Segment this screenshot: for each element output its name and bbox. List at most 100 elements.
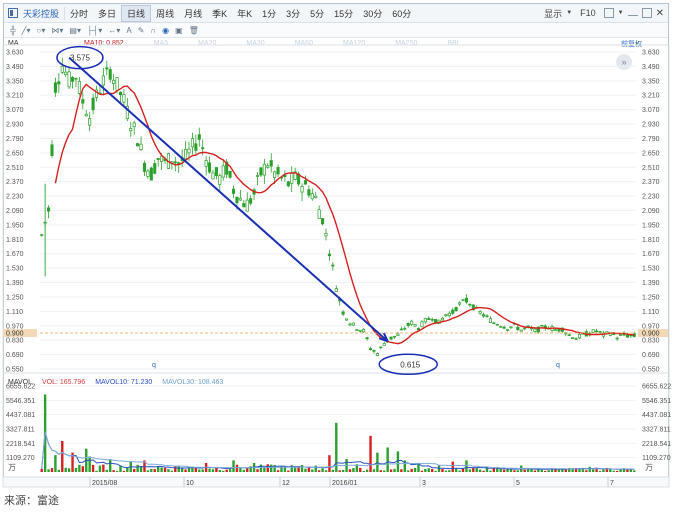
candle-body (495, 324, 499, 326)
volume-bar (413, 467, 417, 472)
faded-ma-label[interactable]: MA120 (343, 40, 366, 47)
price-tick-left: 0.550 (6, 367, 24, 374)
volume-bar (109, 459, 112, 472)
delete-tool-icon[interactable]: 🗑 (188, 25, 199, 35)
volume-bar (461, 468, 465, 472)
chevron-down-icon[interactable]: ▼ (617, 10, 624, 16)
eye-tool-icon[interactable]: ◉ (162, 25, 170, 35)
volume-bar (211, 469, 215, 472)
volume-bar (605, 467, 609, 472)
volume-bar (156, 466, 160, 472)
candle-body (74, 78, 78, 80)
period-tab[interactable]: 15分 (334, 8, 354, 19)
volume-bar (591, 469, 595, 472)
period-tab[interactable]: 3分 (286, 8, 301, 19)
window-mode-icon[interactable] (603, 8, 614, 18)
price-tick-left: 1.810 (6, 237, 24, 244)
period-tab[interactable]: 30分 (363, 8, 383, 19)
shape-tool-icon[interactable]: ○▾ (36, 25, 46, 35)
volume-bar (115, 470, 119, 472)
price-tick-left: 3.350 (6, 78, 24, 85)
text-tool-icon[interactable]: A (126, 25, 132, 35)
volume-bar (235, 464, 239, 472)
crosshair-icon[interactable]: ╬ (10, 25, 16, 35)
price-tick-right: 1.390 (642, 280, 660, 287)
stock-name[interactable]: 天彩控股 (21, 6, 66, 20)
current-price-left: 0.900 (6, 330, 24, 337)
volume-bar (362, 470, 365, 472)
fib-tool-icon[interactable]: ⋈▾ (51, 25, 64, 35)
candle-body (488, 318, 492, 323)
volume-bar (424, 468, 427, 472)
lock-tool-icon[interactable]: ▣ (175, 25, 183, 35)
volume-bar (249, 466, 252, 472)
volume-bar (598, 470, 602, 472)
faded-ma-label[interactable]: MA5 (153, 40, 169, 47)
period-tab[interactable]: 周线 (156, 8, 175, 19)
candle-body (101, 75, 105, 86)
maximize-icon[interactable] (641, 8, 652, 18)
mavol30-value: MAVOL30: 108.463 (162, 379, 224, 386)
candle-body (235, 196, 239, 204)
chevron-down-icon[interactable]: ▼ (566, 10, 573, 16)
candle-body (77, 81, 81, 94)
sidebar-toggle-icon[interactable] (8, 8, 18, 18)
faded-ma-label[interactable]: MA60 (294, 40, 313, 47)
ma10-line (54, 83, 635, 345)
period-tab[interactable]: 季K (212, 8, 228, 19)
candle-body (290, 172, 294, 184)
period-tab[interactable]: 年K (237, 8, 253, 19)
ma-label[interactable]: MA (8, 40, 19, 47)
period-tool-icon[interactable]: ▤▾ (69, 25, 81, 35)
minimize-icon[interactable] (627, 10, 638, 16)
volume-bar (331, 469, 335, 472)
display-menu[interactable]: 显示 (544, 8, 563, 19)
price-tick-right: 1.670 (642, 251, 660, 258)
period-tab[interactable]: 月线 (184, 8, 203, 19)
candle-body (430, 319, 434, 321)
volume-bar (615, 470, 619, 472)
price-volume-chart[interactable]: 3.630 3.630 3.490 3.490 3.350 3.350 3.210 3.210… (0, 0, 673, 490)
period-tab[interactable]: 1分 (262, 8, 277, 19)
close-icon[interactable]: ✕ (655, 7, 664, 19)
volume-bar (550, 468, 554, 472)
volume-bar (256, 469, 259, 472)
candle-body (300, 186, 304, 193)
candle-body (427, 318, 431, 320)
brush-tool-icon[interactable]: ✎ (137, 25, 145, 35)
x-tick-label: 5 (516, 480, 520, 487)
f10-button[interactable]: F10 (580, 8, 596, 18)
arrow-tool-icon[interactable]: ←▾ (108, 25, 121, 35)
faded-ma-label[interactable]: BBI (447, 40, 459, 47)
candle-body (434, 318, 438, 323)
period-tab[interactable]: 5分 (310, 8, 325, 19)
volume-bar (633, 470, 636, 472)
period-tab[interactable]: 多日 (98, 8, 117, 19)
magnet-tool-icon[interactable]: ∩ (150, 25, 157, 35)
period-tab[interactable]: 日线 (121, 4, 152, 22)
line-tool-icon[interactable]: ╱▾ (21, 25, 31, 35)
price-tick-right: 3.490 (642, 64, 660, 71)
volume-tick-left: 3327.811 (6, 427, 35, 434)
volume-bar (119, 465, 122, 472)
volume-bar (126, 467, 129, 472)
measure-tool-icon[interactable]: ├┤▾ (86, 25, 103, 35)
faded-ma-label[interactable]: MA30 (246, 40, 265, 47)
candle-body (571, 337, 575, 339)
faded-ma-label[interactable]: MA250 (395, 40, 418, 47)
adjust-toggle[interactable]: 前复权 (621, 40, 642, 48)
period-tab[interactable]: 60分 (392, 8, 412, 19)
period-tab[interactable]: 分时 (70, 8, 89, 19)
volume-bar (50, 468, 54, 472)
price-tick-right: 1.250 (642, 294, 660, 301)
volume-bar (160, 467, 163, 472)
volume-bar (246, 467, 249, 472)
volume-bar (478, 469, 482, 472)
price-tick-left: 2.510 (6, 165, 24, 172)
price-tick-left: 0.830 (6, 338, 24, 345)
price-tick-right: 2.510 (642, 165, 660, 172)
volume-bar (122, 470, 126, 472)
volume-bar (335, 422, 338, 472)
volume-label[interactable]: MAVOL (8, 379, 32, 386)
faded-ma-label[interactable]: MA20 (198, 40, 217, 47)
